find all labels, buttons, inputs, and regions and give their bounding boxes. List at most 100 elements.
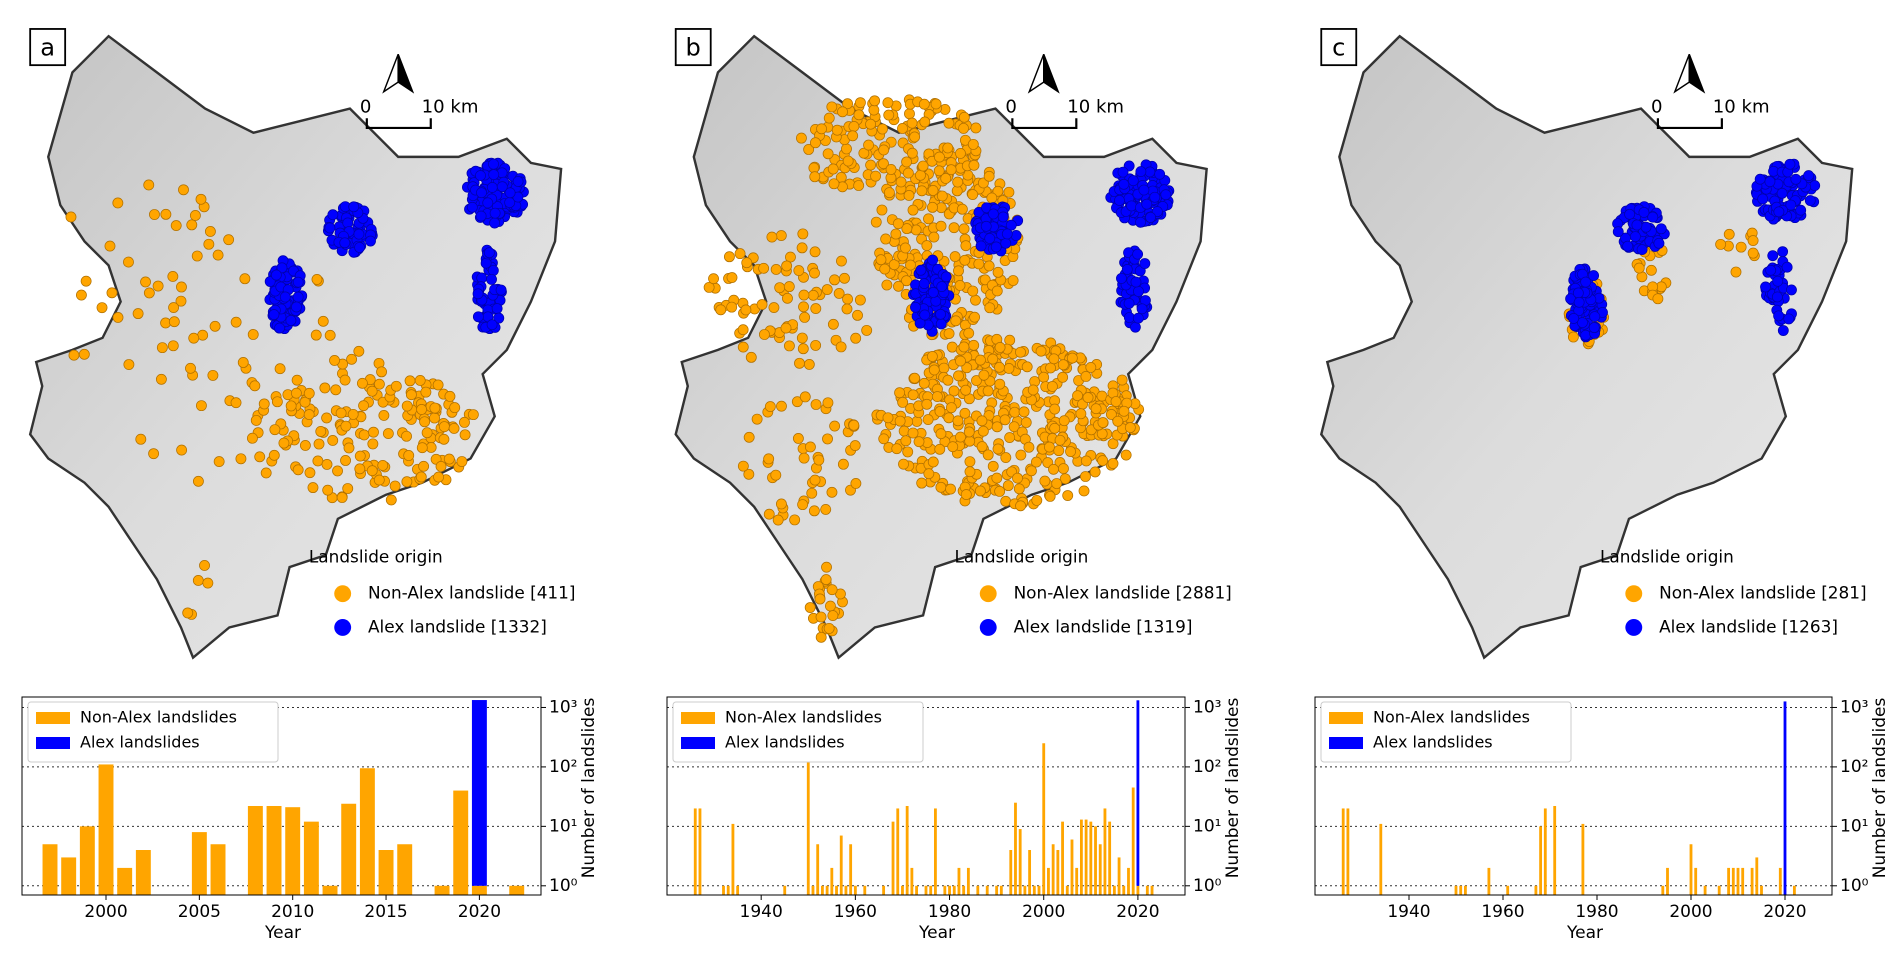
legend-swatch [681,712,715,724]
landslide-point [358,400,369,412]
landslide-point [1785,199,1797,211]
landslide-point [1580,276,1592,288]
landslide-point [804,441,816,453]
landslide-point [1765,264,1777,276]
scale-bar [1656,118,1723,129]
landslide-point [796,242,808,254]
landslide-point [476,187,487,199]
landslide-point [1126,200,1137,212]
landslide-point [1123,297,1135,309]
x-axis-label: Year [1566,923,1603,943]
landslide-point [96,302,108,314]
legend-label: Non-Alex landslides [80,708,237,727]
landslide-point [888,259,900,271]
x-tick-label: 1980 [1575,902,1618,922]
landslide-point [1048,463,1059,475]
landslide-point [1107,458,1119,469]
landslide-point [167,340,179,352]
landslide-point [1640,221,1652,233]
landslide-point [935,308,946,320]
bar [825,885,829,895]
landslide-point [923,468,935,480]
landslide-point [898,458,909,470]
landslide-point [1121,263,1133,275]
landslide-point [1809,180,1821,191]
map-panel: a 0 10 km Landslide origin Non-Alex landslid… [28,28,575,659]
landslide-point [1003,363,1015,374]
landslide-point [1116,374,1128,386]
bar [1131,787,1135,895]
landslide-point [186,219,198,231]
landslide-point [376,366,387,378]
bar [378,850,394,895]
landslide-point [1589,311,1601,323]
landslide-point [958,111,970,123]
bar [915,885,918,895]
landslide-point [332,465,343,477]
landslide-point [1035,345,1047,357]
landslide-point [803,358,815,370]
landslide-point [841,303,853,315]
x-tick-label: 1940 [1387,902,1430,922]
landslide-point [938,362,950,374]
landslide-point [963,426,975,438]
landslide-point [65,211,77,223]
landslide-point [230,397,242,409]
landslide-point [916,477,928,489]
landslide-point [310,329,322,341]
landslide-point [1777,246,1789,258]
landslide-point [268,449,280,461]
landslide-point [1136,303,1148,315]
landslide-point [1049,422,1061,434]
landslide-point [1097,417,1109,428]
landslide-point [968,159,980,171]
landslide-point [914,317,926,329]
landslide-point [928,231,940,243]
landslide-point [459,416,470,428]
landslide-point [810,339,822,351]
landslide-point [1129,321,1141,333]
landslide-point [1747,247,1759,259]
landslide-point [1776,187,1788,199]
x-tick-label: 1940 [740,902,783,922]
scale-label: 0 [1005,96,1017,117]
bar [1581,823,1585,895]
landslide-point [963,327,975,339]
landslide-point [495,284,507,296]
landslide-point [770,264,782,275]
landslide-point [913,436,925,448]
x-tick-label: 1960 [1481,902,1524,922]
landslide-point [304,467,316,479]
landslide-point [512,175,524,187]
landslide-point [176,281,187,293]
landslide-point [354,241,366,253]
landslide-point [766,231,778,243]
bar [453,790,469,895]
landslide-point [895,176,907,188]
landslide-point [1057,371,1069,383]
landslide-point [987,460,999,472]
bar [999,885,1003,895]
landslide-point [401,476,413,488]
landslide-point [366,465,378,477]
landslide-point [952,415,964,427]
landslide-point [841,143,852,155]
map-outline [674,34,1208,659]
bar [1553,805,1557,895]
landslide-point [809,171,821,183]
landslide-point [986,192,998,204]
landslide-point [1141,198,1153,210]
landslide-point [810,137,821,149]
landslide-point [1114,195,1125,206]
landslide-point [708,273,719,285]
x-axis-label: Year [264,923,301,943]
landslide-point [143,179,155,191]
landslide-point [268,309,280,320]
landslide-point [1020,417,1032,428]
landslide-point [758,262,770,274]
landslide-point [842,155,854,167]
landslide-point [883,187,895,199]
landslide-point [798,289,810,301]
bar [1741,867,1745,895]
landslide-point [907,427,919,439]
